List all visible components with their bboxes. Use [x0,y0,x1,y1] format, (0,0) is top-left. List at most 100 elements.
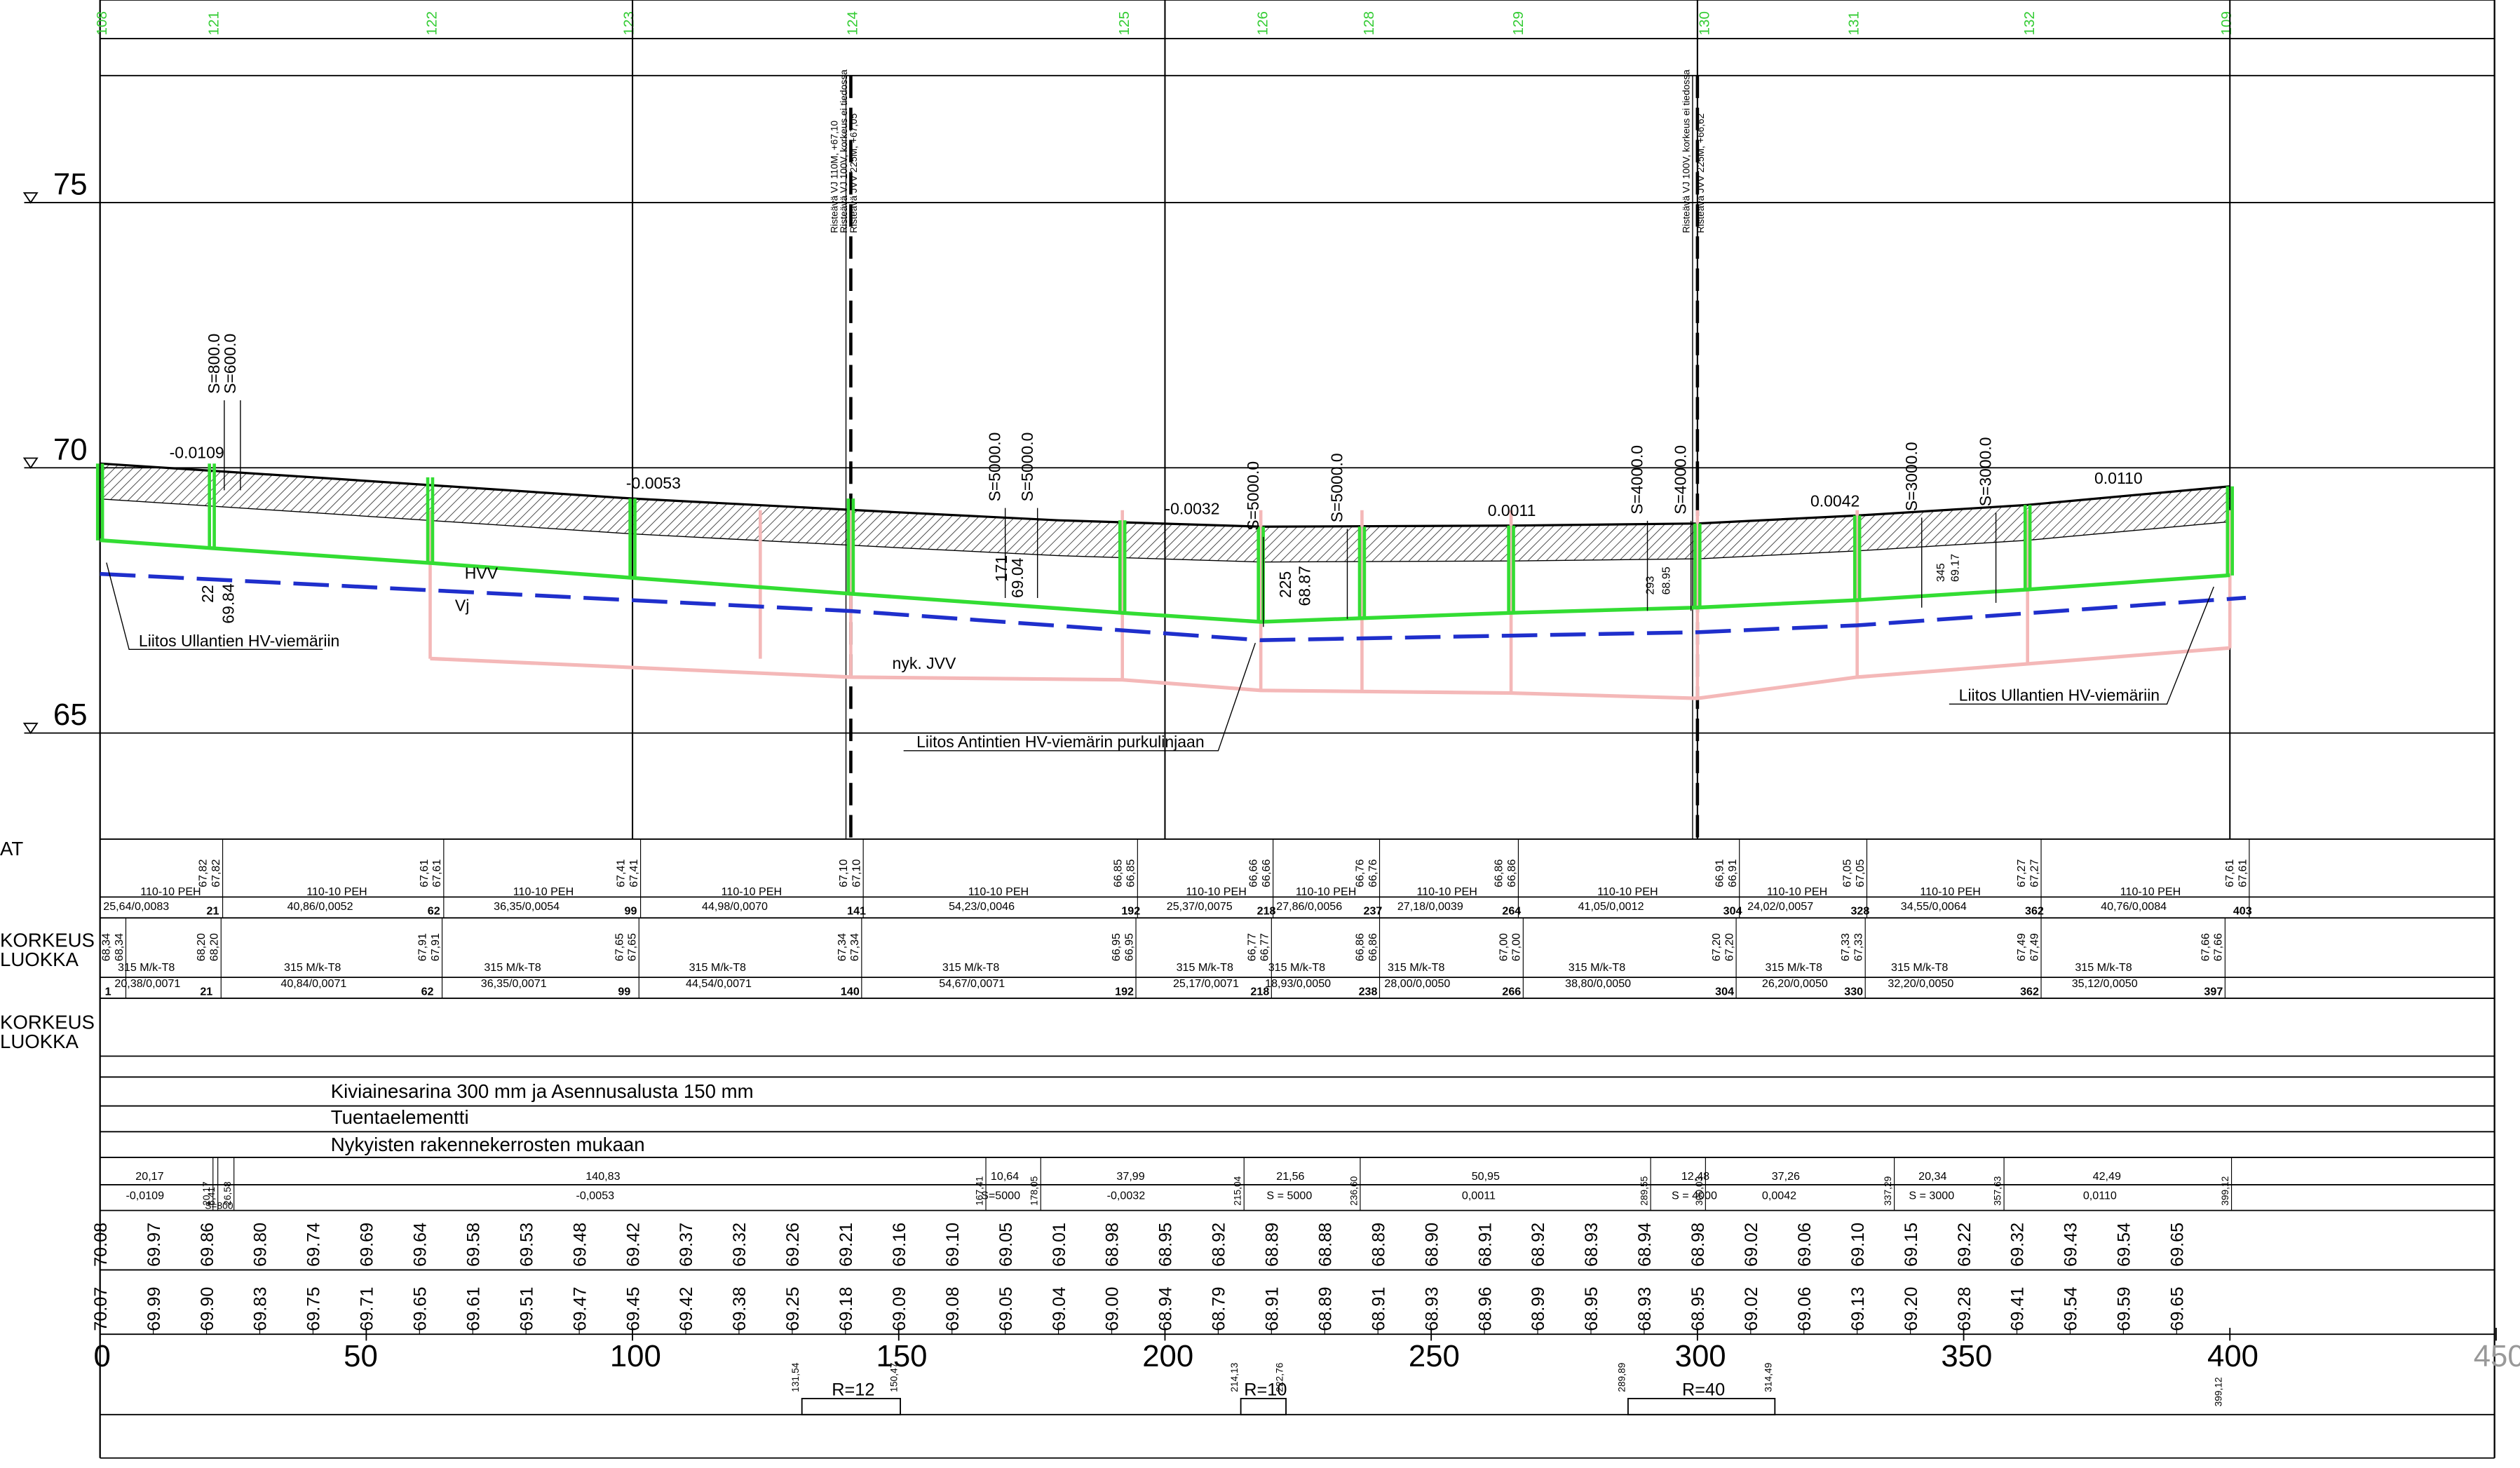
vj-lenslope: 20,38/0,0071 [114,977,180,990]
grade-mark: 167,41 [974,1176,984,1206]
design-elevation: 69.06 [1795,1223,1815,1267]
grade-s800: S=800 [205,1200,233,1211]
vj-lenslope: 32,20/0,0050 [1888,977,1953,990]
vj-height: 66,86 [1353,933,1366,961]
vj-height-2: 67,34 [848,933,861,961]
station-id: 108 [94,11,110,35]
hv-spec: 110-10 PEH [306,885,367,898]
grade-length: 21,56 [1276,1170,1304,1183]
end-mark: 399,12 [2214,1377,2224,1406]
chainage-label: 0 [93,1339,110,1373]
elevation-mark: 68.95 [1660,566,1673,594]
hv-spec: 110-10 PEH [1416,885,1477,898]
vj-chain: 397 [2204,985,2223,998]
water-pipe-dashed [100,571,2247,642]
vertical-curve-label: S=5000.0 [1018,433,1036,502]
slope-label: -0.0109 [170,444,224,462]
vj-label: Vj [455,596,469,614]
hv-height-2: 67,10 [851,859,863,888]
profile-annotations: -0.0109 -0.0053 -0.0032 0.0011 0.0042 0.0110 S… [106,69,2214,752]
existing-elevation: 69.54 [2061,1287,2081,1331]
layer-label: Nykyisten rakennekerrosten mukaan [331,1134,645,1155]
existing-elevation: 69.90 [198,1287,217,1331]
existing-elevation: 68.79 [1210,1287,1229,1331]
hv-height: 66,66 [1247,859,1260,888]
existing-elevation: 70.07 [91,1287,111,1331]
hv-height: 66,91 [1714,859,1726,888]
existing-elevation: 68.91 [1369,1287,1388,1331]
chainage-label: 100 [610,1339,661,1373]
vj-lenslope: 18,93/0,0050 [1265,977,1331,990]
vj-height: 66,95 [1110,933,1123,961]
existing-elevation: 69.41 [2008,1287,2028,1331]
slope-label: -0.0053 [626,474,681,492]
hv-height-2: 67,61 [431,859,443,888]
layer-label: Tuentaelementti [331,1106,469,1128]
vj-spec: 315 M/k-T8 [1268,961,1325,974]
existing-elevation: 69.06 [1795,1287,1815,1331]
design-elevation: 69.43 [2061,1223,2081,1267]
hv-spec: 110-10 PEH [1767,885,1827,898]
existing-elevation: 68.94 [1156,1287,1176,1331]
vertical-curve-label: S=600.0 [221,334,239,394]
design-elevation: 69.48 [570,1223,590,1267]
vj-height: 67,00 [1497,933,1510,961]
grade-mark: 357,63 [1992,1176,2003,1205]
hv-lenslope: 40,76/0,0084 [2101,900,2167,913]
grade-slope: S = 5000 [1266,1190,1312,1202]
chainage-axis: 0 50 100 150 200 250 300 350 400 450 R=12 131,54 150… [93,1328,2520,1415]
existing-elevation: 69.28 [1955,1287,1974,1331]
hv-lenslope: 54,23/0,0046 [949,900,1015,913]
curve-start: 289,89 [1616,1363,1627,1392]
vj-chain: 362 [2020,985,2039,998]
existing-elevation: 69.04 [1050,1287,1069,1331]
hv-spec: 110-10 PEH [140,885,201,898]
hv-spec: 110-10 PEH [968,885,1029,898]
design-elevation: 70.08 [91,1223,111,1267]
existing-elevation: 68.89 [1315,1287,1335,1331]
curve-end: 222,76 [1274,1362,1285,1392]
hv-chain: 99 [625,905,637,918]
vertical-curve-label: S=3000.0 [1977,437,1995,506]
hv-height: 66,86 [1492,859,1505,888]
hv-height-2: 66,86 [1505,859,1518,888]
hv-spec: 110-10 PEH [722,885,782,898]
hv-lenslope: 40,86/0,0052 [287,900,353,913]
grade-mark: 236,60 [1348,1176,1359,1205]
pipe-profiles [95,463,2247,700]
vj-chain: 192 [1115,985,1134,998]
design-elevation: 69.32 [2008,1223,2028,1267]
vj-lenslope: 25,17/0,0071 [1173,977,1239,990]
hv-height-2: 67,41 [628,859,640,888]
design-elevation: 68.89 [1263,1223,1282,1267]
vj-lenslope: 36,35/0,0071 [481,977,547,990]
chainage-label: 450 [2474,1339,2520,1373]
existing-elevation: 69.83 [251,1287,271,1331]
design-elevation: 68.94 [1635,1223,1655,1267]
elevation-labels: 75 70 65 [22,168,100,735]
chainage-label: 150 [876,1339,928,1373]
grade-length: 10,64 [991,1170,1019,1183]
vj-spec: 315 M/k-T8 [1569,961,1625,974]
station-id: 122 [424,11,440,35]
existing-elevation: 69.02 [1742,1287,1761,1331]
vj-chain: 238 [1359,985,1378,998]
hv-height-2: 67,61 [2236,859,2249,888]
elevation-mark: 171 [992,555,1010,582]
existing-elevation: 68.93 [1422,1287,1442,1331]
grade-length: 20,17 [135,1170,163,1183]
curve-box [1627,1397,1776,1415]
vj-spec: 315 M/k-T8 [284,961,341,974]
hv-spec: 110-10 PEH [1597,885,1658,898]
vj-chain: 330 [1844,985,1863,998]
vj-chain: 62 [421,985,434,998]
station-id: 123 [621,11,637,35]
existing-elevation: 69.71 [358,1287,377,1331]
hv-chain: 218 [1257,905,1276,918]
grade-mark: 26,58 [222,1181,233,1206]
station-id: 124 [845,11,861,35]
grade-mark: 300,03 [1694,1176,1705,1205]
hv-height-2: 67,05 [1854,859,1867,888]
design-pipe-lower [100,538,2230,623]
crossing-note: Risteävä VJ 110M, +67,10 [829,121,839,233]
